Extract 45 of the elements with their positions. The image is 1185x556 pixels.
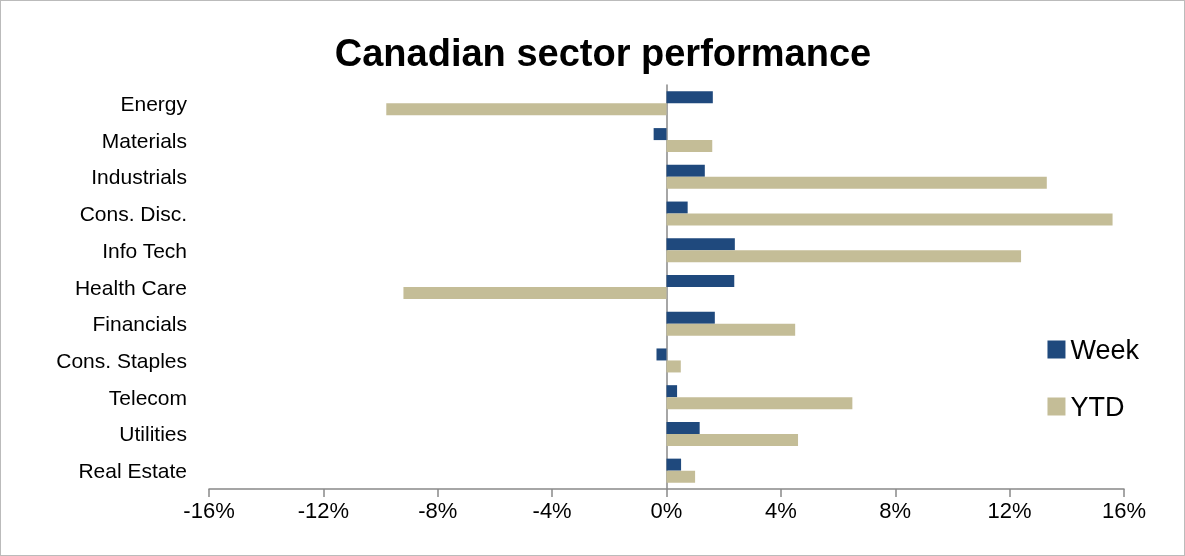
x-tick-label: -12% bbox=[297, 497, 350, 523]
y-tick-label: Materials bbox=[101, 128, 187, 152]
y-tick-label: Industrials bbox=[91, 165, 187, 189]
y-tick-label: Utilities bbox=[119, 422, 187, 446]
chart-title: Canadian sector performance bbox=[334, 32, 872, 74]
y-tick-label: Health Care bbox=[74, 275, 187, 299]
y-tick-label: Financials bbox=[92, 312, 187, 336]
bar bbox=[653, 128, 667, 141]
bar bbox=[666, 311, 715, 324]
bar bbox=[666, 164, 705, 177]
bar bbox=[666, 360, 681, 373]
bar bbox=[666, 458, 682, 471]
bar bbox=[666, 433, 799, 446]
x-tick-label: -4% bbox=[532, 497, 572, 523]
bar bbox=[656, 348, 667, 361]
x-tick-label: 8% bbox=[879, 497, 912, 523]
bar bbox=[666, 140, 713, 153]
x-tick-label: 4% bbox=[764, 497, 797, 523]
y-tick-label: Info Tech bbox=[102, 238, 187, 262]
bar bbox=[666, 238, 735, 251]
y-tick-label: Cons. Disc. bbox=[79, 202, 187, 226]
bar bbox=[666, 323, 796, 336]
x-tick-label: 12% bbox=[987, 497, 1032, 523]
bar bbox=[666, 470, 696, 483]
y-tick-label: Telecom bbox=[108, 385, 187, 409]
legend-label: YTD bbox=[1070, 391, 1125, 422]
bar bbox=[666, 250, 1022, 263]
bar bbox=[666, 176, 1047, 189]
legend-label: Week bbox=[1070, 334, 1140, 365]
bar bbox=[666, 213, 1113, 226]
y-tick-label: Energy bbox=[120, 91, 188, 115]
y-tick-label: Cons. Staples bbox=[56, 348, 187, 372]
bar bbox=[386, 103, 667, 116]
y-tick-label: Real Estate bbox=[78, 459, 187, 483]
bar bbox=[666, 421, 700, 434]
bar bbox=[666, 275, 735, 287]
x-tick-label: 0% bbox=[650, 497, 683, 523]
bar bbox=[403, 287, 667, 299]
x-tick-label: -8% bbox=[418, 497, 458, 523]
x-tick-label: 16% bbox=[1101, 497, 1147, 523]
bar bbox=[666, 397, 853, 410]
bar bbox=[666, 91, 713, 104]
x-tick-label: -16% bbox=[183, 497, 235, 523]
bar bbox=[666, 201, 688, 214]
bar bbox=[666, 385, 678, 398]
